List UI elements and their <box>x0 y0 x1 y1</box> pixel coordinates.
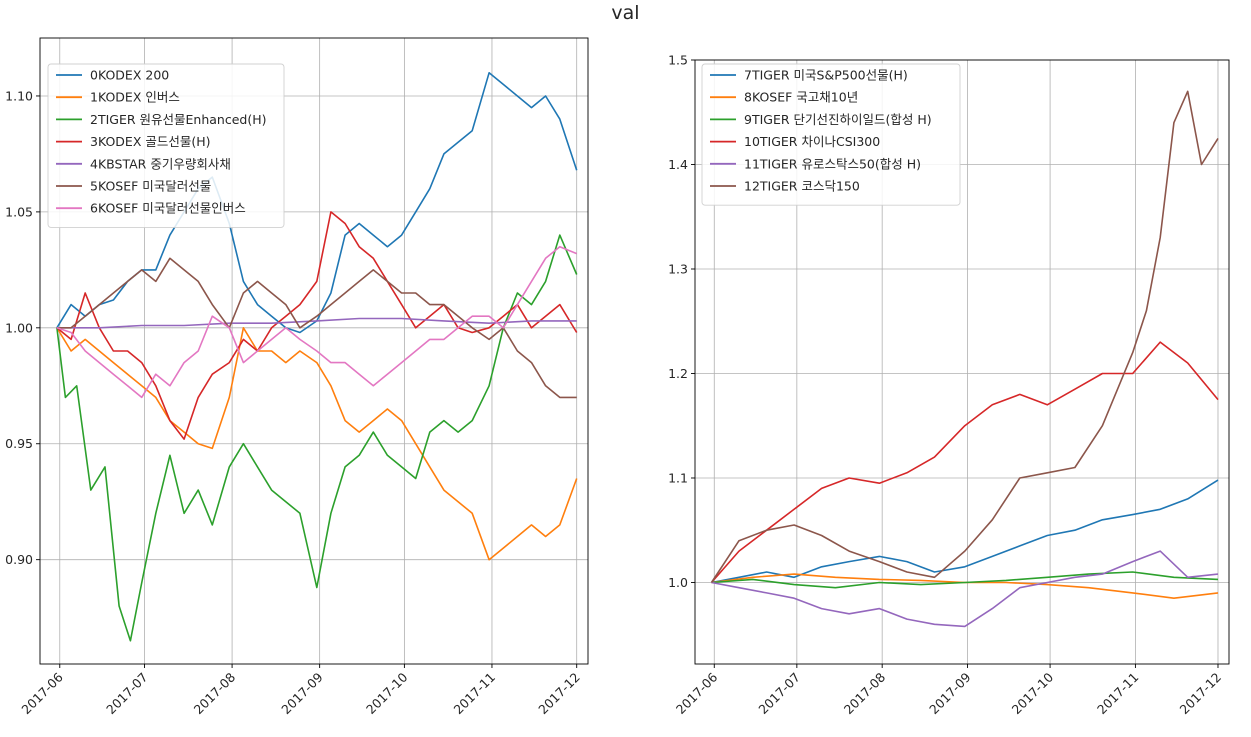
y-tick-label: 1.3 <box>668 261 688 276</box>
series-line-2 <box>711 571 1219 589</box>
x-tick-label: 2017-09 <box>926 669 974 717</box>
legend-entry: 11TIGER 유로스탁스50(합성 H) <box>744 156 921 171</box>
x-tick-label: 2017-06 <box>673 669 721 717</box>
legend-frame <box>47 63 285 228</box>
series-group <box>56 72 578 642</box>
series-line-5 <box>56 257 577 399</box>
x-tick-label: 2017-08 <box>191 669 239 717</box>
legend-entry: 1KODEX 인버스 <box>90 90 180 105</box>
legend-entry: 4KBSTAR 중기우량회사채 <box>90 156 231 171</box>
series-line-3 <box>710 341 1219 584</box>
x-tick-label: 2017-11 <box>451 670 499 718</box>
legend: 7TIGER 미국S&P500선물(H) 8KOSEF 국고채10년 9TIGER … <box>701 63 961 206</box>
legend-entry: 3KODEX 골드선물(H) <box>90 134 211 149</box>
series-line-3 <box>56 211 578 440</box>
y-tick-label: 1.5 <box>668 53 688 68</box>
legend-entry: 0KODEX 200 <box>90 68 169 83</box>
legend-entry: 6KOSEF 미국달러선물인버스 <box>90 201 246 216</box>
series-line-4 <box>711 550 1219 628</box>
series-line-2 <box>56 234 578 642</box>
x-tick-label: 2017-10 <box>363 669 411 717</box>
x-tick-label: 2017-12 <box>1177 670 1225 718</box>
x-tick-label: 2017-07 <box>103 670 151 718</box>
left-chart: 0.90 0.95 1.00 1.05 1.10 2017-06 2017-07 2017-0… <box>5 37 589 718</box>
x-tick-label: 2017-09 <box>278 669 326 717</box>
axes-frame <box>39 37 589 665</box>
right-chart: 1.0 1.1 1.2 1.3 1.4 1.5 2017-06 2017-07 2017-08 2… <box>668 53 1230 718</box>
y-tick-label: 1.00 <box>5 320 33 335</box>
y-tick-label: 1.10 <box>5 88 33 103</box>
axes-frame <box>694 59 1230 665</box>
y-tick-label: 0.95 <box>5 436 33 451</box>
legend-entry: 7TIGER 미국S&P500선물(H) <box>744 68 908 83</box>
legend-entry: 10TIGER 차이나CSI300 <box>744 134 880 149</box>
series-line-0 <box>711 479 1219 584</box>
x-tick-label: 2017-12 <box>535 670 583 718</box>
y-tick-label: 1.05 <box>5 204 33 219</box>
legend-entry: 8KOSEF 국고채10년 <box>744 90 858 105</box>
legend: 0KODEX 200 1KODEX 인버스 2TIGER 원유선물Enhanced(… <box>47 63 285 228</box>
y-tick-label: 1.4 <box>668 157 688 172</box>
series-line-1 <box>711 573 1219 599</box>
series-group <box>710 90 1219 628</box>
x-tick-label: 2017-10 <box>1009 669 1057 717</box>
legend-entry: 12TIGER 코스닥150 <box>744 179 860 194</box>
x-tick-label: 2017-07 <box>755 670 803 718</box>
y-tick-label: 1.0 <box>668 575 688 590</box>
legend-frame <box>701 63 961 206</box>
legend-entry: 9TIGER 단기선진하이일드(합성 H) <box>744 112 932 127</box>
series-line-6 <box>56 245 578 399</box>
series-line-4 <box>56 317 577 329</box>
legend-entry: 5KOSEF 미국달러선물 <box>90 179 211 194</box>
y-tick-label: 0.90 <box>5 552 33 567</box>
y-tick-label: 1.1 <box>668 470 688 485</box>
y-tick-label: 1.2 <box>668 366 688 381</box>
series-line-1 <box>56 327 578 561</box>
x-tick-label: 2017-11 <box>1094 670 1142 718</box>
x-tick-label: 2017-06 <box>18 669 66 717</box>
series-line-5 <box>710 90 1219 583</box>
legend-entry: 2TIGER 원유선물Enhanced(H) <box>90 112 267 127</box>
figure-suptitle: val <box>611 2 640 24</box>
x-tick-label: 2017-08 <box>841 669 889 717</box>
